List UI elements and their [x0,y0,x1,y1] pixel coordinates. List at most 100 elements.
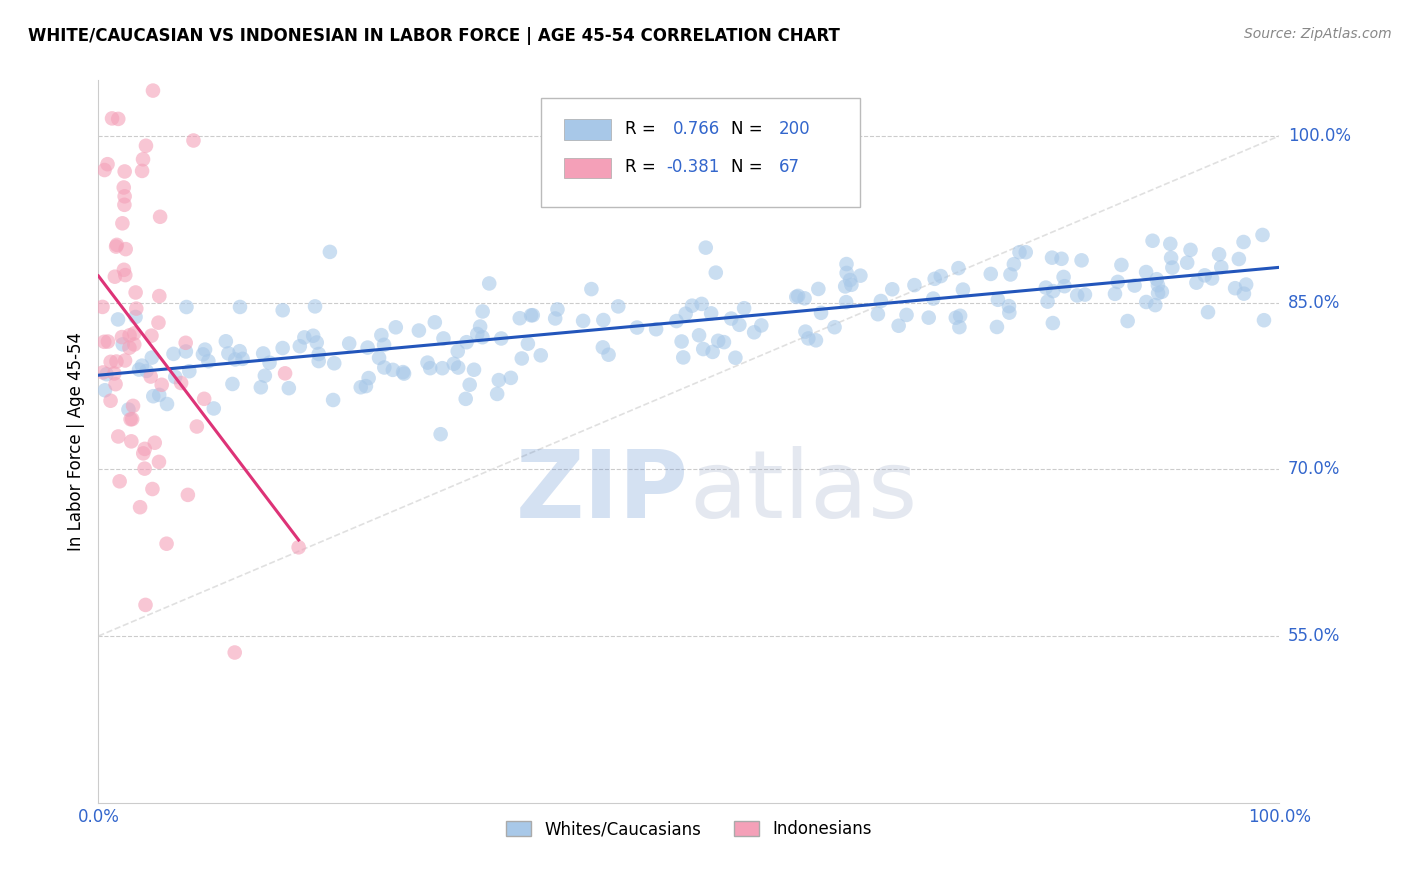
Point [581,282,603,296]
Text: 0.766: 0.766 [672,120,720,138]
Point [174,344,197,359]
Point [93,163,115,178]
Point [148,455,170,469]
Point [785,290,807,304]
Point [142,389,165,403]
Point [1116,314,1139,328]
Point [1234,277,1257,292]
Point [1201,271,1223,285]
Point [672,351,695,365]
Point [194,343,217,357]
Point [810,306,832,320]
Point [1008,245,1031,260]
Point [250,380,273,394]
Point [793,291,815,305]
Point [142,84,165,98]
Point [323,356,346,370]
Point [834,279,856,293]
Point [337,336,360,351]
Point [120,434,142,449]
Point [302,328,325,343]
Point [456,335,478,350]
Point [370,328,392,343]
Point [368,351,391,365]
Point [319,244,342,259]
Point [1035,280,1057,294]
Point [128,362,150,376]
Point [1042,284,1064,298]
Point [1211,260,1233,275]
Point [749,318,772,333]
Point [148,289,170,303]
Point [141,328,163,343]
Point [866,307,889,321]
Point [193,392,215,406]
Point [598,348,620,362]
Text: 55.0%: 55.0% [1288,627,1340,645]
Point [174,335,197,350]
Point [509,311,531,326]
Point [217,346,239,360]
Point [707,334,730,348]
Point [592,340,614,354]
Point [96,368,118,382]
Point [132,446,155,460]
Point [114,353,136,368]
Point [122,326,145,341]
Point [516,336,538,351]
Point [922,292,945,306]
Point [592,313,614,327]
Point [304,299,326,313]
Point [688,328,710,343]
Point [835,266,858,280]
Point [1223,281,1246,295]
Point [1233,286,1256,301]
Point [252,346,274,360]
Point [384,320,406,334]
Text: 100.0%: 100.0% [1288,127,1351,145]
Point [150,377,173,392]
Point [522,308,544,322]
Point [135,138,157,153]
Point [125,301,148,316]
Point [103,367,125,381]
Point [471,304,494,318]
Point [1147,278,1170,293]
Point [183,134,205,148]
Point [447,360,470,375]
Point [1070,253,1092,268]
Point [724,351,747,365]
Point [839,273,862,287]
Point [112,262,135,277]
Point [1147,286,1170,301]
Point [124,285,146,300]
Point [155,537,177,551]
Point [544,311,567,326]
Point [287,541,309,555]
Point [478,277,501,291]
Point [671,334,693,349]
Text: 200: 200 [779,120,810,138]
Bar [564,158,612,178]
Point [229,300,252,314]
Point [381,363,404,377]
Text: R =: R = [626,120,661,138]
Point [124,310,146,324]
Point [458,377,481,392]
Point [101,112,124,126]
Point [443,357,465,371]
Point [179,364,201,378]
Point [1040,251,1063,265]
Point [112,180,135,194]
Point [176,300,198,314]
Point [91,300,114,314]
Point [454,392,477,406]
Point [221,376,243,391]
Point [1144,298,1167,312]
Point [141,482,163,496]
Point [1185,276,1208,290]
Point [357,371,380,385]
Point [742,326,765,340]
Point [486,387,509,401]
Point [156,397,179,411]
